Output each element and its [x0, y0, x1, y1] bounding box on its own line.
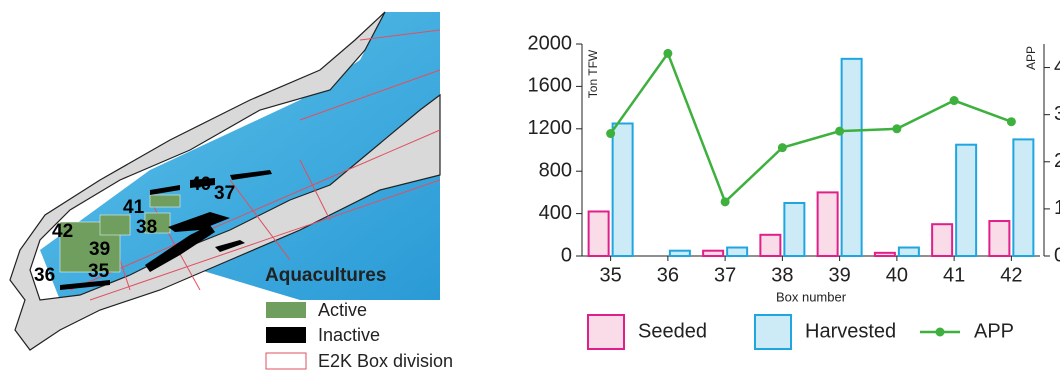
y-tick-label: 1600: [528, 75, 573, 97]
point: [606, 129, 615, 138]
box-label: 40: [190, 174, 211, 195]
bar: [784, 203, 804, 256]
point: [663, 49, 672, 58]
box-label: 41: [123, 197, 145, 218]
point: [892, 124, 901, 133]
bar: [932, 224, 952, 256]
x-tick-label: 38: [771, 264, 793, 286]
y2-tick-label: 3: [1054, 103, 1060, 125]
x-tick-label: 41: [943, 264, 965, 286]
box-label: 38: [136, 217, 157, 238]
y-tick-label: 0: [561, 244, 572, 266]
bar: [760, 235, 780, 256]
bar: [670, 251, 690, 256]
legend-swatch: [588, 315, 624, 349]
point: [721, 197, 730, 206]
y-tick-label: 400: [539, 202, 572, 224]
page: 36 35 39 42 38 41 40 37 Aquacultures Act…: [0, 0, 1060, 385]
y2-tick-label: 2: [1054, 150, 1060, 172]
map: 36 35 39 42 38 41 40 37 Aquacultures Act…: [10, 12, 453, 371]
point: [835, 127, 844, 136]
x-tick-label: 37: [714, 264, 736, 286]
line: [611, 53, 1012, 201]
bar: [589, 211, 609, 256]
bar: [703, 251, 723, 256]
legend-swatch: [266, 302, 306, 318]
box-label: 37: [214, 183, 235, 204]
legend-label: Harvested: [805, 320, 896, 342]
map-legend-title: Aquacultures: [265, 265, 386, 286]
y-tick-label: 800: [539, 159, 572, 181]
bar: [875, 253, 895, 256]
bar: [818, 192, 838, 256]
point: [778, 143, 787, 152]
box-label: 39: [89, 239, 110, 260]
x-tick-label: 42: [1000, 264, 1022, 286]
legend-label: APP: [974, 320, 1014, 342]
y-tick-label: 2000: [528, 32, 573, 54]
figure: 36 35 39 42 38 41 40 37 Aquacultures Act…: [0, 0, 1060, 380]
x-tick-label: 35: [600, 264, 622, 286]
point: [1007, 117, 1016, 126]
y-axis-label: Ton TFW: [586, 49, 600, 98]
x-tick-label: 36: [657, 264, 679, 286]
map-legend-label: Inactive: [318, 325, 380, 345]
x-tick-label: 40: [886, 264, 908, 286]
x-axis-label: Box number: [776, 289, 847, 304]
legend-swatch: [936, 328, 945, 337]
map-legend-label: E2K Box division: [318, 351, 453, 371]
legend-swatch: [266, 327, 306, 343]
legend-label: Seeded: [638, 320, 707, 342]
y2-tick-label: 4: [1054, 56, 1060, 78]
chart: 0 400 800 1200 1600 2000 0 1 2 3 4 Ton TFW APP Box nu…: [528, 32, 1060, 349]
x-tick-label: 39: [829, 264, 851, 286]
box-label: 36: [34, 265, 55, 286]
bar: [956, 145, 976, 256]
bar: [613, 124, 633, 257]
bar: [989, 221, 1009, 256]
bar: [1013, 139, 1033, 256]
bar: [899, 248, 919, 256]
y2-axis-label: APP: [1024, 46, 1038, 70]
legend-swatch: [266, 353, 306, 369]
box-label: 35: [88, 261, 110, 282]
box-label: 42: [52, 221, 73, 242]
y2-tick-label: 0: [1054, 244, 1060, 266]
bar: [727, 248, 747, 256]
legend-swatch: [755, 315, 791, 349]
y-tick-label: 1200: [528, 117, 573, 139]
bar: [842, 59, 862, 256]
map-legend-label: Active: [318, 300, 367, 320]
point: [950, 96, 959, 105]
y2-tick-label: 1: [1054, 197, 1060, 219]
